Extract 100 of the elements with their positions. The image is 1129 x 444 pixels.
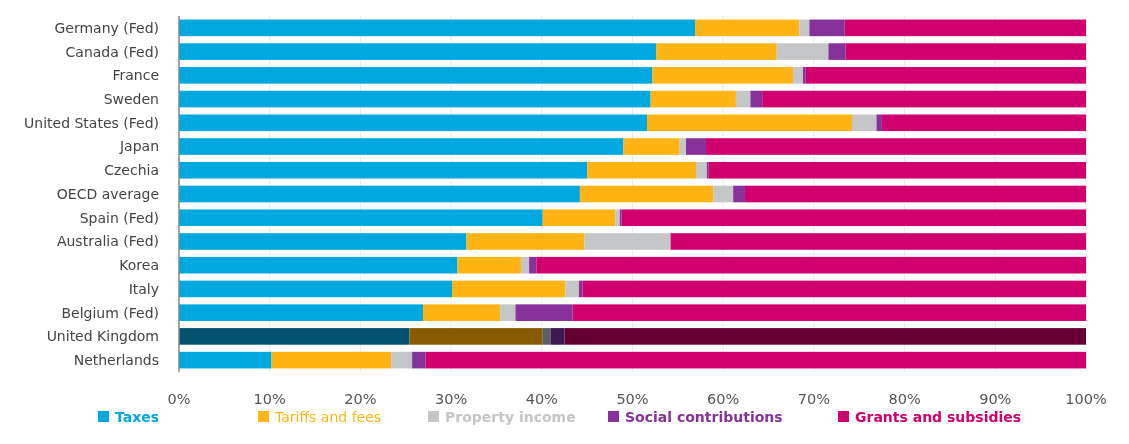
bar (881, 114, 1086, 132)
bar (647, 114, 852, 132)
x-tick-label: 20% (344, 391, 377, 407)
bar (623, 138, 680, 155)
y-tick-label: Czechia (104, 162, 159, 179)
bar (179, 351, 272, 369)
bar (679, 138, 687, 155)
bar (803, 67, 806, 84)
bar (733, 185, 745, 203)
y-tick-label: Germany (Fed) (54, 19, 159, 36)
bar (179, 185, 580, 203)
bar (271, 351, 392, 369)
legend-label: Grants and subsidies (855, 409, 1022, 425)
bar (705, 138, 1086, 155)
y-tick-label: Korea (119, 257, 159, 274)
y-tick-label: Australia (Fed) (56, 233, 159, 250)
x-tick-label: 50% (616, 391, 649, 407)
bar (579, 185, 714, 203)
bar (422, 304, 501, 321)
bar (179, 280, 453, 298)
y-tick-label: Spain (Fed) (79, 209, 159, 226)
bar (793, 67, 804, 84)
bar (762, 90, 1086, 108)
bar (520, 256, 530, 274)
bar (565, 280, 579, 298)
bar (809, 19, 845, 37)
bar (179, 90, 651, 108)
y-tick-label: United States (Fed) (24, 114, 159, 131)
bar (550, 328, 565, 345)
bar (621, 209, 1086, 227)
bar (179, 304, 423, 321)
x-tick-label: 30% (434, 391, 468, 407)
y-tick-label: France (112, 67, 159, 84)
x-tick-label: 100% (1065, 391, 1107, 407)
x-tick-label: 40% (525, 391, 558, 407)
bar (179, 209, 543, 227)
bar (179, 328, 410, 345)
bar (542, 209, 616, 227)
bar (179, 161, 588, 179)
bar (542, 328, 551, 345)
legend-label: Taxes (115, 409, 160, 425)
y-tick-label: Italy (128, 280, 159, 297)
y-tick-label: Japan (118, 138, 159, 155)
y-tick-label: Belgium (Fed) (61, 304, 159, 321)
bar (695, 161, 707, 179)
y-tick-label: Netherlands (73, 352, 159, 369)
bar (713, 185, 734, 203)
bar (564, 328, 1086, 345)
legend-label: Tariffs and fees (274, 409, 382, 425)
bar (670, 233, 1086, 250)
bar (584, 233, 671, 250)
y-tick-label: United Kingdom (46, 328, 159, 345)
bar (582, 280, 1086, 298)
bar (750, 90, 763, 108)
x-tick-label: 60% (707, 391, 740, 407)
bar (572, 304, 1086, 321)
bar (179, 67, 653, 84)
bar (686, 138, 706, 155)
bar (776, 43, 829, 60)
bar (500, 304, 516, 321)
bar (515, 304, 573, 321)
legend-label: Property income (445, 409, 576, 425)
y-tick-label: OECD average (56, 185, 159, 202)
bar (695, 19, 800, 37)
bar (844, 19, 1086, 37)
x-tick-label: 10% (253, 391, 286, 407)
bar (805, 67, 1086, 84)
bar (578, 280, 583, 298)
bar (457, 256, 521, 274)
bar (828, 43, 846, 60)
bar (650, 90, 736, 108)
bar (652, 67, 794, 84)
bar (412, 351, 426, 369)
bar (179, 114, 648, 132)
x-tick-label: 80% (888, 391, 921, 407)
bar (179, 138, 624, 155)
bar (656, 43, 777, 60)
bar (179, 19, 696, 37)
bar (587, 161, 696, 179)
bar (799, 19, 810, 37)
y-tick-label: Sweden (103, 90, 159, 107)
x-tick-label: 70% (797, 391, 831, 407)
bar (615, 209, 620, 227)
y-tick-label: Canada (Fed) (65, 43, 159, 60)
bar (735, 90, 751, 108)
bar (179, 256, 458, 274)
bar (179, 233, 467, 250)
bar (845, 43, 1086, 60)
bar (851, 114, 877, 132)
bar (425, 351, 1086, 369)
x-tick-label: 90% (979, 391, 1012, 407)
bar (452, 280, 566, 298)
bar (529, 256, 537, 274)
bar (744, 185, 1086, 203)
bar (179, 43, 657, 60)
bar (409, 328, 543, 345)
legend-label: Social contributions (625, 409, 783, 425)
bar (466, 233, 585, 250)
x-tick-label: 0% (167, 391, 191, 407)
bar (876, 114, 882, 132)
